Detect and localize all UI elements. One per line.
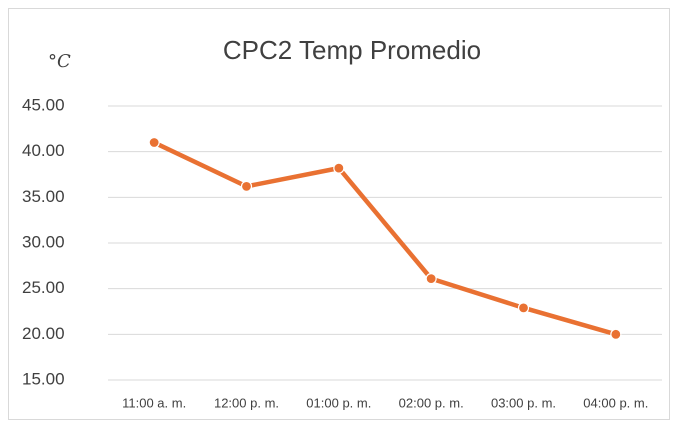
x-tick-label: 02:00 p. m. (399, 395, 464, 410)
data-point (517, 302, 530, 314)
data-point (333, 162, 345, 174)
x-tick-label: 03:00 p. m. (491, 395, 556, 410)
y-tick-label: 40.00 (22, 141, 65, 160)
data-point (148, 136, 160, 149)
x-tick-label: 04:00 p. m. (583, 395, 648, 410)
y-axis-label: °C (48, 51, 71, 72)
chart-border (8, 8, 670, 420)
data-point (425, 273, 437, 285)
chart-title: CPC2 Temp Promedio (223, 35, 481, 65)
x-tick-label: 11:00 a. m. (122, 395, 186, 410)
y-tick-label: 30.00 (22, 232, 65, 251)
series-line (151, 140, 619, 337)
data-point (240, 180, 253, 192)
y-tick-label: 20.00 (22, 324, 65, 343)
y-tick-label: 45.00 (22, 95, 65, 114)
x-tick-label: 12:00 p. m. (214, 395, 279, 410)
x-tick-label: 01:00 p. m. (306, 395, 371, 410)
data-point (610, 328, 622, 340)
y-tick-label: 25.00 (22, 278, 65, 297)
y-tick-label: 15.00 (22, 369, 65, 388)
y-tick-label: 35.00 (22, 187, 65, 206)
